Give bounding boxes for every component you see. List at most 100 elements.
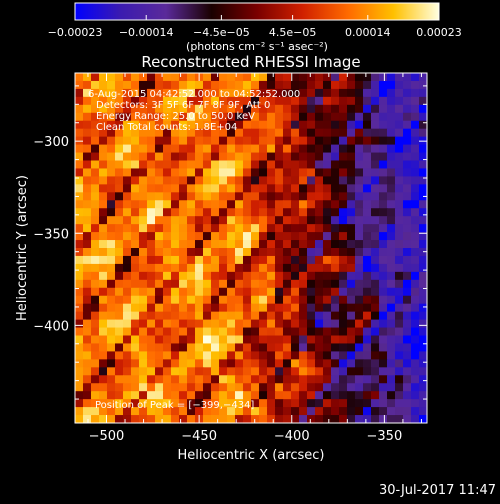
heatmap-cell <box>163 399 172 408</box>
heatmap-cell <box>243 383 252 392</box>
heatmap-cell <box>323 80 332 90</box>
heatmap-cell <box>283 112 292 122</box>
heatmap-cell <box>419 208 427 217</box>
heatmap-cell <box>387 319 396 329</box>
heatmap-cell <box>299 383 308 392</box>
heatmap-cell <box>195 343 204 352</box>
heatmap-cell <box>419 327 427 337</box>
heatmap-cell <box>75 224 84 233</box>
heatmap-cell <box>123 176 132 185</box>
heatmap-cell <box>347 303 356 313</box>
heatmap-cell <box>363 104 372 114</box>
heatmap-cell <box>339 73 348 82</box>
heatmap-cell <box>171 271 180 281</box>
heatmap-cell <box>347 96 356 106</box>
heatmap-cell <box>371 168 380 177</box>
heatmap-cell <box>155 311 164 321</box>
heatmap-cell <box>155 343 164 352</box>
heatmap-cell <box>131 279 140 289</box>
heatmap-cell <box>219 200 228 209</box>
heatmap-cell <box>131 160 140 170</box>
heatmap-cell <box>339 200 348 209</box>
heatmap-cell <box>227 80 236 90</box>
heatmap-cell <box>275 375 284 384</box>
heatmap-cell <box>371 351 380 360</box>
heatmap-cell <box>219 335 228 345</box>
heatmap-cell <box>259 287 268 297</box>
heatmap-cell <box>211 136 220 146</box>
heatmap-cell <box>387 271 396 281</box>
heatmap-cell <box>123 73 132 82</box>
heatmap-cell <box>291 136 300 146</box>
heatmap-cell <box>179 383 188 392</box>
heatmap-cell <box>131 144 140 154</box>
heatmap-cell <box>323 104 332 114</box>
heatmap-cell <box>395 208 404 217</box>
heatmap-cell <box>299 104 308 114</box>
heatmap-cell <box>419 319 427 329</box>
heatmap-cell <box>235 160 244 170</box>
heatmap-cell <box>75 335 84 345</box>
heatmap-cell <box>419 351 427 360</box>
heatmap-cell <box>187 279 196 289</box>
heatmap-cell <box>419 224 427 233</box>
heatmap-cell <box>395 319 404 329</box>
heatmap-cell <box>283 271 292 281</box>
heatmap-cell <box>323 287 332 297</box>
heatmap-cell <box>211 383 220 392</box>
heatmap-cell <box>211 104 220 114</box>
heatmap-cell <box>259 248 268 257</box>
heatmap-cell <box>147 311 156 321</box>
heatmap-cell <box>355 208 364 217</box>
heatmap-cell <box>347 232 356 241</box>
heatmap-cell <box>203 343 212 352</box>
heatmap-cell <box>355 168 364 177</box>
heatmap-cell <box>267 263 276 273</box>
heatmap-cell <box>267 415 276 423</box>
heatmap-cell <box>275 359 284 368</box>
heatmap-cell <box>291 271 300 281</box>
heatmap-cell <box>155 375 164 384</box>
heatmap-cell <box>243 335 252 345</box>
heatmap-cell <box>251 287 260 297</box>
heatmap-cell <box>155 184 164 193</box>
heatmap-cell <box>347 208 356 217</box>
heatmap-cell <box>251 295 260 305</box>
heatmap-cell <box>299 96 308 106</box>
heatmap-cell <box>211 367 220 376</box>
heatmap-cell <box>411 343 420 352</box>
heatmap-cell <box>139 399 148 408</box>
heatmap-cell <box>139 271 148 281</box>
heatmap-cell <box>251 375 260 384</box>
heatmap-cell <box>267 311 276 321</box>
heatmap-cell <box>83 224 92 233</box>
heatmap-cell <box>235 351 244 360</box>
heatmap-cell <box>355 136 364 146</box>
heatmap-cell <box>155 351 164 360</box>
heatmap-cell <box>163 391 172 400</box>
heatmap-cell <box>115 160 124 170</box>
heatmap-cell <box>211 303 220 313</box>
heatmap-cell <box>131 303 140 313</box>
heatmap-cell <box>323 383 332 392</box>
heatmap-cell <box>139 152 148 162</box>
heatmap-cell <box>139 343 148 352</box>
heatmap-cell <box>211 176 220 185</box>
heatmap-cell <box>91 160 100 170</box>
heatmap-cell <box>195 295 204 305</box>
heatmap-cell <box>211 295 220 305</box>
heatmap-cell <box>203 383 212 392</box>
heatmap-cell <box>395 112 404 122</box>
heatmap-cell <box>219 112 228 122</box>
heatmap-cell <box>211 88 220 98</box>
heatmap-cell <box>283 343 292 352</box>
heatmap-cell <box>275 176 284 185</box>
heatmap-cell <box>131 415 140 423</box>
heatmap-cell <box>163 232 172 241</box>
heatmap-cell <box>123 192 132 201</box>
heatmap-cell <box>275 152 284 162</box>
heatmap-cell <box>195 351 204 360</box>
heatmap-cell <box>323 152 332 162</box>
heatmap-cell <box>251 248 260 257</box>
heatmap-cell <box>227 279 236 289</box>
